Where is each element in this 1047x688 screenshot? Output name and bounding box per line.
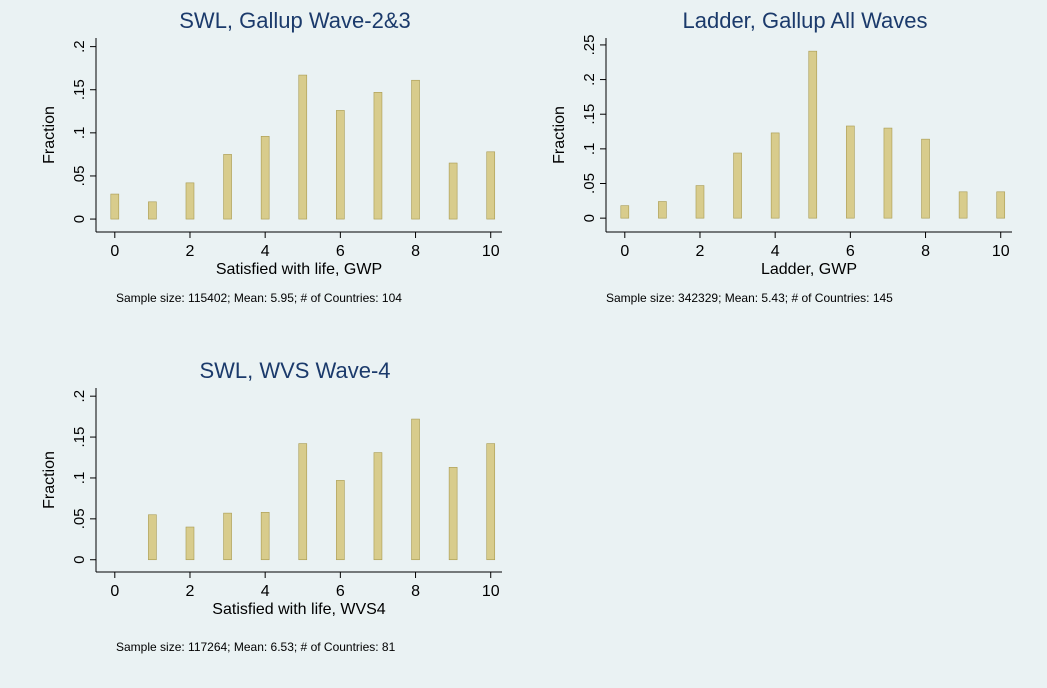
x-tick-label: 6 bbox=[846, 243, 855, 260]
chart-panel-2: Ladder, Gallup All Waves 0.05.1.15.2.25 0… bbox=[540, 0, 1040, 320]
bar bbox=[260, 512, 270, 561]
bar bbox=[448, 467, 458, 561]
x-tick-label: 10 bbox=[992, 243, 1010, 260]
chart-3-plot: 0 .05 .1 .15 .2 0 2 4 6 8 10 Satisfied with life, W… bbox=[41, 388, 502, 618]
y-tick-label: .2 bbox=[71, 390, 88, 403]
bar bbox=[373, 92, 383, 220]
x-tick-label: 8 bbox=[921, 243, 930, 260]
y-tick-label: .15 bbox=[581, 104, 598, 125]
x-tick-label: 0 bbox=[620, 243, 629, 260]
x-axis-title: Satisfied with life, WVS4 bbox=[212, 601, 386, 618]
bar bbox=[921, 138, 930, 219]
y-tick-label: .1 bbox=[71, 127, 88, 140]
x-tick-label: 8 bbox=[411, 583, 420, 600]
x-axis-title: Satisfied with life, GWP bbox=[216, 261, 382, 278]
bar bbox=[148, 201, 157, 220]
y-tick-label: .05 bbox=[71, 508, 88, 529]
bar bbox=[448, 162, 458, 220]
chart-note: Sample size: 115402; Mean: 5.95; # of Co… bbox=[116, 291, 402, 305]
bar bbox=[770, 132, 780, 219]
y-tick-label: .1 bbox=[581, 143, 598, 156]
y-tick-label: 0 bbox=[71, 556, 88, 564]
x-tick-label: 4 bbox=[771, 243, 780, 260]
x-tick-label: 0 bbox=[110, 243, 119, 260]
bar bbox=[695, 185, 705, 219]
chart-note: Sample size: 117264; Mean: 6.53; # of Co… bbox=[116, 640, 396, 654]
bar bbox=[148, 514, 157, 561]
y-tick-label: .05 bbox=[581, 173, 598, 194]
bar bbox=[846, 125, 855, 219]
x-tick-label: 4 bbox=[261, 583, 270, 600]
bar bbox=[336, 110, 345, 220]
bar bbox=[298, 74, 308, 220]
bar bbox=[658, 201, 667, 219]
y-tick-label: .15 bbox=[71, 79, 88, 100]
x-tick-label: 0 bbox=[110, 583, 119, 600]
bar bbox=[620, 205, 630, 219]
bar bbox=[958, 191, 968, 219]
y-tick-label: 0 bbox=[71, 215, 88, 223]
y-tick-label: 0 bbox=[581, 214, 598, 222]
x-tick-label: 4 bbox=[261, 243, 270, 260]
bar bbox=[883, 127, 893, 219]
y-tick-label: .15 bbox=[71, 427, 88, 448]
y-axis-title: Fraction bbox=[41, 451, 58, 509]
chart-title: SWL, WVS Wave-4 bbox=[199, 358, 391, 383]
y-tick-label: .2 bbox=[581, 73, 598, 86]
chart-title: Ladder, Gallup All Waves bbox=[682, 8, 928, 33]
bar bbox=[185, 526, 195, 561]
y-axis-title: Fraction bbox=[41, 106, 58, 164]
x-tick-label: 10 bbox=[482, 243, 500, 260]
x-tick-label: 2 bbox=[186, 583, 195, 600]
x-tick-label: 6 bbox=[336, 243, 345, 260]
y-axis-title: Fraction bbox=[551, 106, 568, 164]
x-tick-label: 2 bbox=[186, 243, 195, 260]
bar bbox=[223, 154, 232, 220]
y-tick-label: .2 bbox=[71, 40, 88, 53]
bar bbox=[733, 152, 742, 219]
bar bbox=[336, 480, 345, 561]
y-tick-label: .05 bbox=[71, 166, 88, 187]
bar bbox=[110, 193, 120, 220]
bar bbox=[411, 79, 420, 220]
bar bbox=[185, 182, 195, 220]
chart-title: SWL, Gallup Wave-2&3 bbox=[179, 8, 411, 33]
chart-note: Sample size: 342329; Mean: 5.43; # of Co… bbox=[606, 291, 893, 305]
chart-panel-1: SWL, Gallup Wave-2&3 0 .05 .1 .15 .2 0 2 4 6 8 10 S… bbox=[30, 0, 530, 320]
bar bbox=[996, 191, 1006, 219]
x-tick-label: 2 bbox=[696, 243, 705, 260]
x-tick-label: 8 bbox=[411, 243, 420, 260]
bar bbox=[373, 452, 383, 561]
chart-2-plot: 0 .05 .1 .15 .2 .25 0 2 4 6 8 10 Ladder, GWP Fraction bbox=[551, 34, 1012, 278]
x-tick-label: 10 bbox=[482, 583, 500, 600]
bar bbox=[486, 151, 496, 220]
x-axis-title: Ladder, GWP bbox=[761, 261, 857, 278]
bar bbox=[298, 443, 308, 561]
bar bbox=[411, 418, 420, 561]
chart-panel-3: SWL, WVS Wave-4 0 .05 .1 .15 .2 0 2 4 6 8 10 Satisf… bbox=[30, 350, 530, 670]
bar bbox=[260, 135, 270, 220]
y-tick-label: .25 bbox=[581, 34, 598, 55]
bar bbox=[486, 443, 496, 561]
chart-1-plot: 0 .05 .1 .15 .2 0 2 4 6 8 10 Satisfied with life, G… bbox=[41, 38, 502, 278]
x-tick-label: 6 bbox=[336, 583, 345, 600]
bar bbox=[223, 512, 232, 561]
bar bbox=[808, 50, 818, 219]
y-tick-label: .1 bbox=[71, 472, 88, 485]
